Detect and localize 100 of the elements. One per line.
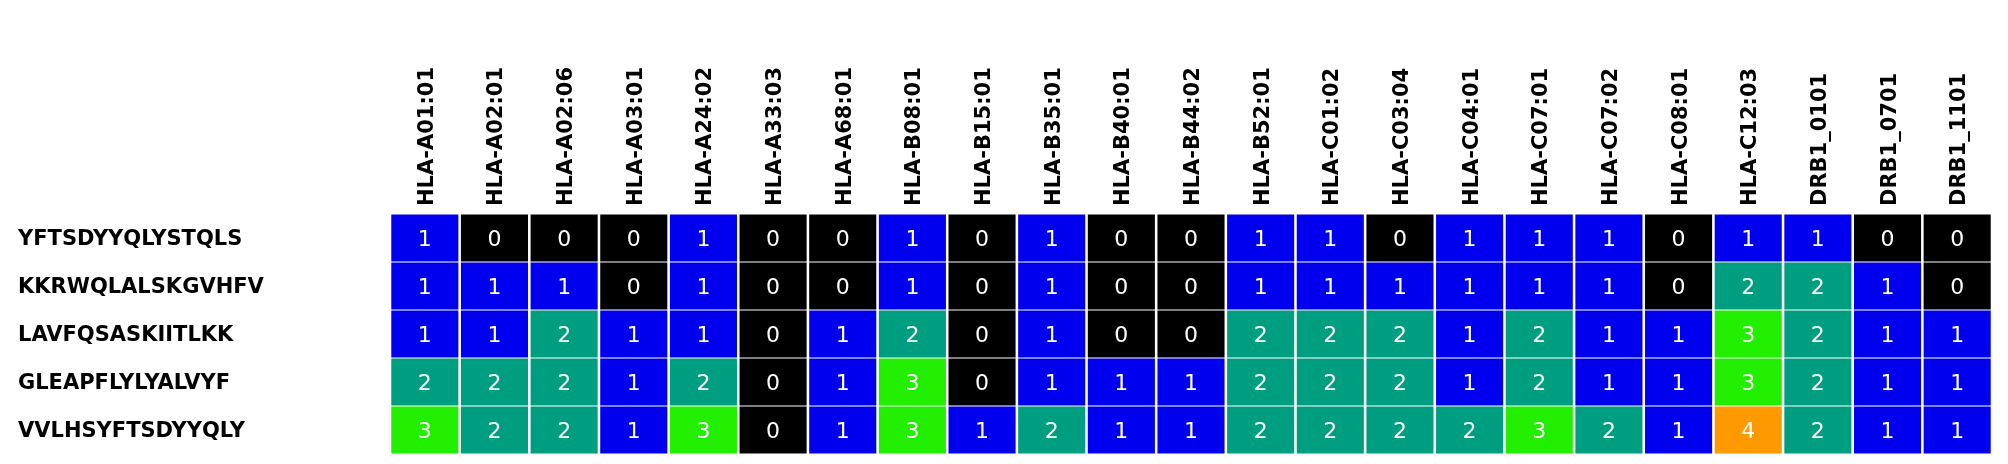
data-label: 1 <box>1253 273 1268 299</box>
data-label: 0 <box>975 273 990 299</box>
data-label: 0 <box>766 225 781 251</box>
x-tick-label: HLA-A24:02 <box>692 66 717 206</box>
x-tick-label: HLA-A01:01 <box>413 66 438 206</box>
data-label: 1 <box>1044 369 1059 395</box>
data-label: 1 <box>1671 369 1686 395</box>
data-label: 2 <box>1392 417 1407 443</box>
data-label: 0 <box>557 225 572 251</box>
x-tick-label: HLA-C07:01 <box>1528 67 1553 206</box>
x-tick-label: HLA-C01:02 <box>1319 67 1344 206</box>
data-label: 1 <box>1810 225 1825 251</box>
x-tick-label: HLA-B15:01 <box>971 67 996 206</box>
data-label: 1 <box>1114 369 1129 395</box>
x-tick-label: HLA-B52:01 <box>1249 67 1274 206</box>
data-label: 1 <box>835 369 850 395</box>
data-label: 2 <box>1601 417 1616 443</box>
data-label: 1 <box>487 321 502 347</box>
data-label: 0 <box>1184 225 1198 251</box>
data-label: 2 <box>1532 321 1547 347</box>
x-tick-label: HLA-A33:03 <box>762 66 787 206</box>
data-label: 1 <box>1462 369 1477 395</box>
data-label: 0 <box>626 273 641 299</box>
data-label: 0 <box>487 225 502 251</box>
data-label: 3 <box>1741 369 1756 395</box>
data-label: 3 <box>417 417 432 443</box>
x-tick-label: HLA-B44:02 <box>1180 67 1204 206</box>
data-label: 3 <box>1532 417 1547 443</box>
data-label: 1 <box>1601 369 1616 395</box>
data-label: 1 <box>557 273 572 299</box>
data-label: 0 <box>835 225 850 251</box>
data-label: 2 <box>1323 321 1338 347</box>
data-label: 0 <box>975 369 990 395</box>
data-label: 1 <box>626 369 641 395</box>
data-label: 1 <box>1880 417 1895 443</box>
data-label: 3 <box>696 417 711 443</box>
x-tick-label: DRB1_0701 <box>1876 72 1901 206</box>
data-label: 1 <box>905 273 920 299</box>
data-label: 1 <box>696 321 711 347</box>
x-tick-label: HLA-C03:04 <box>1388 67 1413 206</box>
data-label: 3 <box>1741 321 1756 347</box>
data-label: 2 <box>1810 321 1825 347</box>
data-label: 2 <box>1741 273 1756 299</box>
x-tick-label: HLA-C07:02 <box>1597 67 1622 206</box>
data-label: 1 <box>1601 225 1616 251</box>
data-label: 4 <box>1741 417 1756 443</box>
data-label: 1 <box>1462 321 1477 347</box>
data-label: 1 <box>1184 369 1198 395</box>
data-label: 0 <box>1114 273 1129 299</box>
data-label: 3 <box>905 417 920 443</box>
x-tick-label: HLA-B40:01 <box>1110 67 1135 206</box>
data-label: 1 <box>626 417 641 443</box>
data-label: 0 <box>975 321 990 347</box>
data-label: 1 <box>1671 321 1686 347</box>
data-label: 1 <box>1323 225 1338 251</box>
x-tick-label: HLA-B08:01 <box>901 67 926 206</box>
x-tick-label: HLA-B35:01 <box>1040 67 1065 206</box>
data-label: 1 <box>417 273 432 299</box>
x-tick-label: HLA-C04:01 <box>1458 67 1483 206</box>
data-label: 1 <box>1950 321 1965 347</box>
data-label: 1 <box>1462 225 1477 251</box>
data-label: 1 <box>835 321 850 347</box>
data-label: 1 <box>1462 273 1477 299</box>
data-label: 2 <box>1532 369 1547 395</box>
data-label: 0 <box>1184 273 1198 299</box>
data-label: 2 <box>1253 321 1268 347</box>
data-label: 1 <box>696 273 711 299</box>
data-label: 2 <box>557 369 572 395</box>
data-label: 0 <box>1671 225 1686 251</box>
data-label: 2 <box>487 417 502 443</box>
data-label: 1 <box>1184 417 1198 443</box>
data-label: 0 <box>1184 321 1198 347</box>
data-label: 0 <box>1671 273 1686 299</box>
y-tick-label: LAVFQSASKIITLKK <box>18 322 235 347</box>
data-label: 2 <box>1392 321 1407 347</box>
data-label: 1 <box>1671 417 1686 443</box>
data-label: 1 <box>1601 273 1616 299</box>
data-label: 0 <box>1114 225 1129 251</box>
y-tick-label: VVLHSYFTSDYYQLY <box>18 418 246 443</box>
data-label: 0 <box>626 225 641 251</box>
data-label: 1 <box>835 417 850 443</box>
data-label: 0 <box>766 321 781 347</box>
data-label: 2 <box>1044 417 1059 443</box>
data-label: 0 <box>766 273 781 299</box>
data-label: 1 <box>1253 225 1268 251</box>
data-label: 1 <box>1044 321 1059 347</box>
data-label: 2 <box>557 321 572 347</box>
data-label: 0 <box>766 369 781 395</box>
data-label: 1 <box>1114 417 1129 443</box>
data-label: 1 <box>905 225 920 251</box>
data-label: 0 <box>1392 225 1407 251</box>
data-label: 2 <box>557 417 572 443</box>
data-label: 2 <box>1253 417 1268 443</box>
data-label: 2 <box>1323 417 1338 443</box>
data-label: 1 <box>1880 273 1895 299</box>
data-label: 1 <box>1950 369 1965 395</box>
data-label: 0 <box>1950 273 1965 299</box>
data-label: 2 <box>1810 417 1825 443</box>
x-tick-label: DRB1_1101 <box>1946 72 1971 206</box>
x-tick-label: HLA-C12:03 <box>1737 67 1762 206</box>
